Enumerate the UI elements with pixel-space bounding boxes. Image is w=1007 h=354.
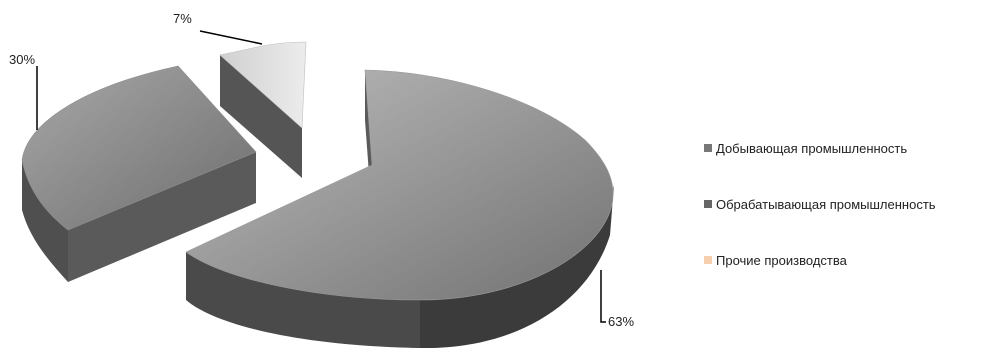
leader-line-mining <box>600 270 606 323</box>
slice-side-manufacturing <box>22 160 68 282</box>
data-label-manufacturing: 30% <box>9 52 35 67</box>
slice-top-mining <box>185 69 614 301</box>
chart-legend: Добывающая промышленность Обрабатывающая… <box>704 140 1007 268</box>
legend-swatch-other <box>704 256 712 264</box>
slice-side-other <box>220 55 302 178</box>
slice-cut-manufacturing <box>68 152 256 282</box>
data-label-mining: 63% <box>608 314 634 329</box>
legend-item-manufacturing: Обрабатывающая промышленность <box>704 196 1007 212</box>
legend-swatch-manufacturing <box>704 200 712 208</box>
legend-label-mining: Добывающая промышленность <box>716 140 908 156</box>
legend-label-manufacturing: Обрабатывающая промышленность <box>716 196 936 212</box>
leader-line-other <box>199 30 263 45</box>
legend-item-mining: Добывающая промышленность <box>704 140 1007 156</box>
slice-front-mining <box>186 252 420 348</box>
legend-item-other: Прочие производства <box>704 252 1007 268</box>
slice-top-manufacturing <box>21 65 257 231</box>
legend-label-other: Прочие производства <box>716 252 847 268</box>
legend-swatch-mining <box>704 144 712 152</box>
data-label-other: 7% <box>173 11 192 26</box>
slice-top-other <box>219 41 307 129</box>
